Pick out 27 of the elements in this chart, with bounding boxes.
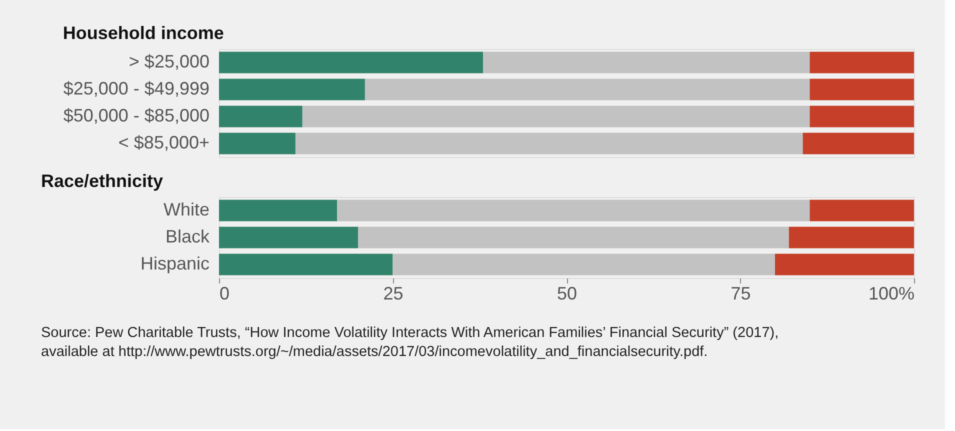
bar <box>295 132 803 154</box>
bar <box>364 78 810 100</box>
x-tick-label: 100% <box>868 284 914 304</box>
x-tick-label: 75 <box>730 284 751 304</box>
y-tick-label: White <box>163 200 210 220</box>
bar <box>810 52 914 74</box>
bar <box>219 52 484 74</box>
x-tick-label: 25 <box>383 284 404 304</box>
y-tick-label: Hispanic <box>140 254 210 274</box>
x-tick-label: 50 <box>556 284 578 304</box>
bar <box>219 78 365 100</box>
chart-title: Household income <box>62 23 224 43</box>
y-tick-label: $50,000 - $85,000 <box>63 106 210 126</box>
chart-title: Race/ethnicity <box>41 171 164 191</box>
bar <box>219 106 302 128</box>
y-tick-label: Black <box>165 226 210 246</box>
bar <box>219 132 296 154</box>
source-note: Source: Pew Charitable Trusts, “How Income Volatility Interacts With American Families’ Financial Security” (2017), available at http://www.pewtrusts.org/~/media/assets/2017/03/incomevolatility_and_financialsecurity.pdf. <box>41 325 779 360</box>
x-tick-label: 0 <box>220 284 230 304</box>
y-tick-label: > $25,000 <box>128 52 210 72</box>
y-tick-label: $25,000 - $49,999 <box>63 78 210 98</box>
bar <box>302 106 810 128</box>
bar <box>802 132 914 154</box>
bar <box>810 106 914 128</box>
bar <box>810 78 914 100</box>
y-tick-label: < $85,000+ <box>118 132 210 152</box>
bar <box>483 52 810 74</box>
